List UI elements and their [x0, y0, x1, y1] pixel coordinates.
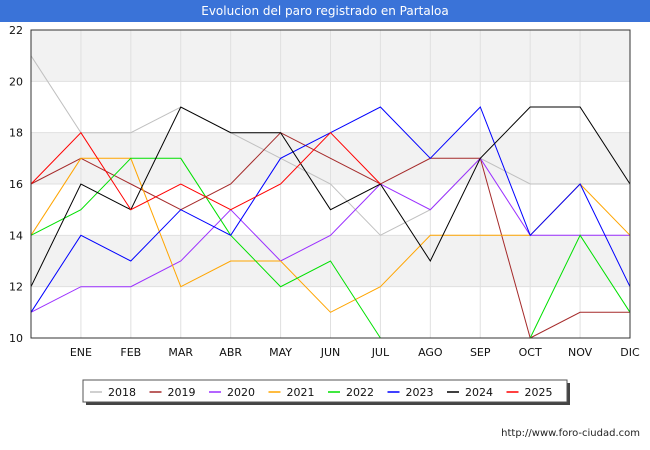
chart-title: Evolucion del paro registrado en Partalo… — [0, 0, 650, 22]
x-tick-label: JUL — [371, 346, 390, 359]
legend-box — [82, 379, 568, 403]
x-tick-label: AGO — [418, 346, 443, 359]
x-tick-label: SEP — [470, 346, 491, 359]
series-line-2025 — [30, 131, 381, 211]
x-tick-label: ABR — [219, 346, 242, 359]
legend-label: 2023 — [406, 386, 434, 399]
legend-item-2024: 2024 — [447, 386, 493, 399]
y-tick-label: 20 — [9, 75, 23, 88]
legend-item-2025: 2025 — [506, 386, 553, 399]
series-line-2018 — [30, 55, 630, 236]
legend-item-2019: 2019 — [149, 386, 196, 399]
x-tick-label: MAY — [269, 346, 292, 359]
legend-item-2022: 2022 — [328, 386, 374, 399]
series-2025 — [30, 131, 381, 211]
legend-item-2020: 2020 — [209, 386, 255, 399]
source-url: http://www.foro-ciudad.com — [501, 428, 640, 439]
y-axis-ticks: 10 12 14 16 18 20 22 — [9, 24, 23, 345]
x-tick-label: OCT — [519, 346, 542, 359]
legend: 2018 2019 2020 2021 2022 2023 2024 2025 — [82, 379, 570, 405]
legend-label: 2022 — [346, 386, 374, 399]
legend-label: 2021 — [287, 386, 315, 399]
plot-frame — [30, 29, 631, 339]
x-tick-label: MAR — [168, 346, 193, 359]
legend-label: 2019 — [168, 386, 196, 399]
x-tick-label: NOV — [568, 346, 593, 359]
x-tick-label: ENE — [70, 346, 92, 359]
x-tick-label: DIC — [620, 346, 640, 359]
legend-label: 2020 — [227, 386, 255, 399]
legend-label: 2025 — [525, 386, 553, 399]
plot-border — [30, 29, 631, 339]
series-lines — [30, 55, 631, 339]
series-line-2022 — [529, 234, 631, 339]
y-tick-label: 18 — [9, 127, 23, 140]
x-tick-label: JUN — [320, 346, 341, 359]
y-tick-label: 14 — [9, 229, 23, 242]
x-tick-label: FEB — [120, 346, 141, 359]
y-tick-label: 22 — [9, 24, 23, 37]
y-tick-label: 10 — [9, 332, 23, 345]
legend-item-2021: 2021 — [268, 386, 315, 399]
legend-label: 2024 — [465, 386, 493, 399]
y-tick-label: 16 — [9, 178, 23, 191]
x-axis-ticks: ENE FEB MAR ABR MAY JUN JUL AGO SEP OCT NOV DIC — [70, 346, 640, 359]
legend-item-2018: 2018 — [90, 386, 136, 399]
y-tick-label: 12 — [9, 281, 23, 294]
series-2018 — [30, 55, 630, 236]
legend-item-2023: 2023 — [387, 386, 434, 399]
legend-label: 2018 — [108, 386, 136, 399]
